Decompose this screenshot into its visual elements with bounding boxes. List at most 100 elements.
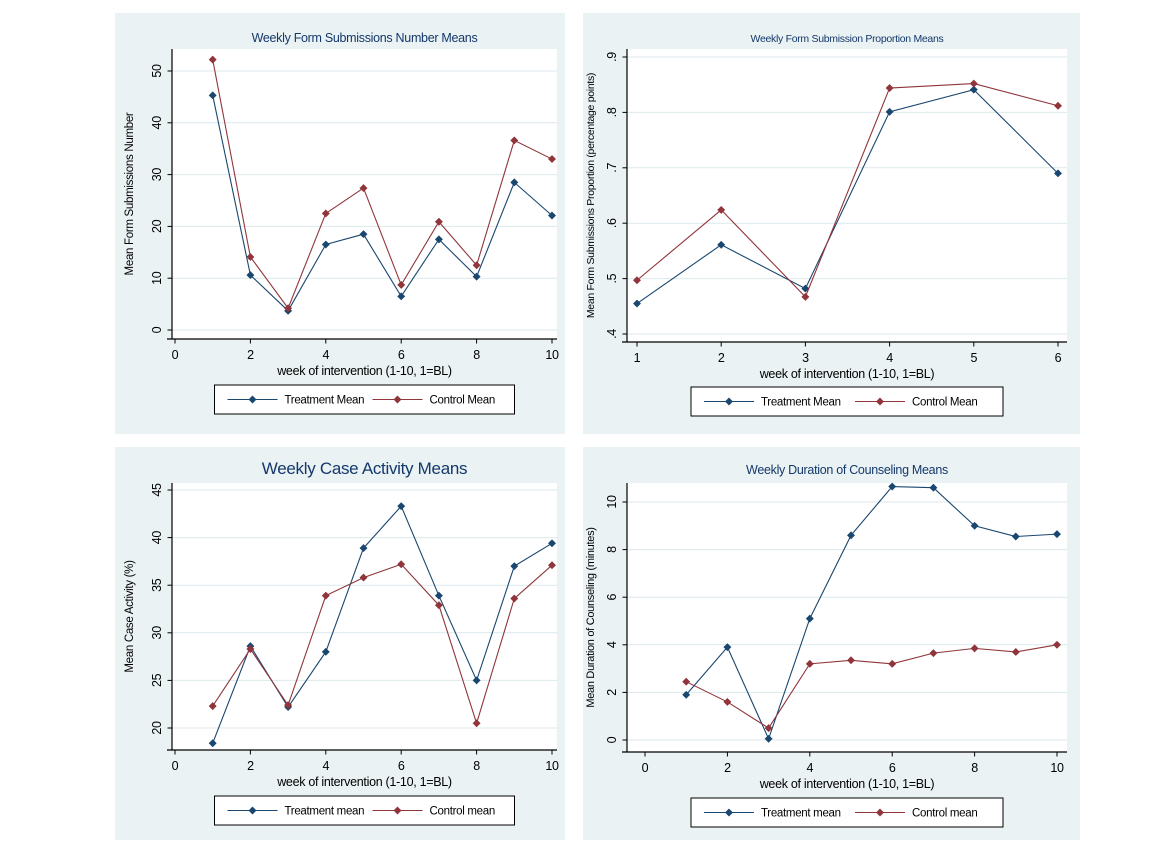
y-tick-label: 25: [150, 673, 164, 687]
y-tick-label: .9: [605, 52, 619, 62]
x-axis-label: week of intervention (1-10, 1=BL): [276, 364, 452, 378]
panel-weekly-duration-of-counseling-means: 0 2 4 6 8 10 0 2 4 6 8 10 Weekly Duration of Counsel…: [583, 447, 1080, 840]
chart-weekly-form-submissions-number-means: 0 10 20 30 40 50 0 2 4 6 8 10 Weekly Form Submission…: [115, 13, 565, 434]
y-tick-label: 35: [150, 578, 164, 592]
marker-treatment-mean: [397, 292, 406, 301]
marker-treatment-mean: [434, 591, 443, 600]
marker-control-mean: [1011, 647, 1020, 656]
legend-marker-treatment-mean: [725, 397, 733, 406]
plot-area: [627, 483, 1067, 752]
chart-title: Weekly Form Submissions Number Means: [252, 31, 478, 45]
y-tick-label: .5: [605, 273, 619, 283]
x-tick-label: 4: [806, 761, 813, 775]
x-tick-label: 2: [724, 761, 731, 775]
marker-control-mean: [764, 724, 773, 733]
marker-treatment-mean: [359, 230, 368, 239]
legend-marker-control-mean: [393, 806, 402, 815]
x-tick-label: 4: [886, 351, 893, 365]
x-tick-label: 3: [802, 351, 809, 365]
legend-label-control-mean: Control mean: [912, 808, 977, 820]
plot-area: [627, 49, 1067, 342]
y-tick-label: 30: [150, 626, 164, 640]
marker-control-mean: [284, 304, 293, 313]
y-tick-label: .6: [605, 218, 619, 228]
y-tick-label: 4: [605, 641, 619, 648]
marker-control-mean: [805, 659, 814, 668]
marker-control-mean: [472, 719, 481, 728]
y-tick-label: 50: [150, 64, 164, 78]
marker-control-mean: [208, 702, 217, 711]
marker-control-mean: [801, 292, 810, 301]
y-axis-label: Mean Form Submissions Proportion (percen…: [585, 73, 597, 318]
x-axis-label: week of intervention (1-10, 1=BL): [276, 775, 452, 789]
x-axis-label: week of intervention (1-10, 1=BL): [759, 367, 935, 381]
legend-label-treatment-mean: Treatment Mean: [761, 397, 841, 409]
x-tick-label: 6: [1055, 351, 1062, 365]
marker-treatment-mean: [472, 676, 481, 685]
x-tick-label: 6: [398, 759, 405, 773]
marker-control-mean: [723, 697, 732, 706]
y-tick-label: 8: [605, 546, 619, 553]
x-tick-label: 8: [473, 348, 480, 362]
marker-control-mean: [359, 573, 368, 582]
marker-control-mean: [397, 280, 406, 289]
marker-treatment-mean: [472, 272, 481, 281]
y-tick-label: .8: [605, 107, 619, 117]
x-tick-label: 8: [971, 761, 978, 775]
marker-control-mean: [321, 591, 330, 600]
marker-treatment-mean: [321, 240, 330, 249]
series-line-treatment-mean: [212, 95, 553, 312]
marker-control-mean: [548, 155, 556, 164]
y-axis-label: Mean Form Submissions Number: [124, 112, 136, 275]
marker-treatment-mean: [929, 483, 938, 492]
marker-control-mean: [246, 252, 255, 261]
chart-title: Weekly Duration of Counseling Means: [746, 463, 948, 477]
marker-treatment-mean: [1054, 169, 1062, 178]
legend-marker-control-mean: [393, 395, 402, 404]
y-tick-label: .4: [605, 329, 619, 339]
legend-marker-treatment-mean: [725, 808, 733, 817]
marker-treatment-mean: [682, 690, 691, 699]
panel-weekly-case-activity-means: 20 25 30 35 40 45 0 2 4 6 8 10 Weekly Case Activity …: [115, 447, 565, 840]
marker-control-mean: [1054, 101, 1062, 110]
marker-treatment-mean: [510, 562, 519, 571]
marker-control-mean: [510, 136, 519, 145]
x-tick-label: 4: [322, 348, 329, 362]
marker-treatment-mean: [246, 271, 255, 280]
y-tick-label: .7: [605, 163, 619, 173]
marker-treatment-mean: [1053, 530, 1061, 539]
y-tick-label: 0: [605, 736, 619, 743]
marker-treatment-mean: [885, 107, 894, 116]
legend-label-control-mean: Control Mean: [912, 397, 977, 409]
marker-control-mean: [321, 209, 330, 218]
marker-control-mean: [359, 184, 368, 193]
x-tick-label: 8: [473, 759, 480, 773]
x-tick-label: 1: [634, 351, 641, 365]
y-tick-label: 20: [150, 219, 164, 233]
marker-control-mean: [208, 55, 217, 64]
marker-treatment-mean: [434, 235, 443, 244]
legend-label-control-mean: Control mean: [430, 806, 495, 818]
chart-weekly-duration-of-counseling-means: 0 2 4 6 8 10 0 2 4 6 8 10 Weekly Duration of Counsel…: [583, 447, 1080, 840]
marker-treatment-mean: [801, 284, 810, 293]
marker-treatment-mean: [847, 531, 855, 540]
chart-title: Weekly Form Submission Proportion Means: [751, 33, 944, 45]
marker-treatment-mean: [208, 739, 217, 748]
series-line-control-mean: [685, 644, 1058, 729]
chart-weekly-form-submission-proportion-means: .4 .5 .6 .7 .8 .9 1 2 3 4 5 6 Weekly Form Submission…: [583, 13, 1080, 434]
series-line-treatment-mean: [685, 485, 1058, 741]
x-tick-label: 4: [322, 759, 329, 773]
legend-label-treatment-mean: Treatment Mean: [285, 395, 365, 407]
marker-control-mean: [847, 656, 855, 665]
marker-treatment-mean: [548, 539, 556, 548]
marker-treatment-mean: [764, 734, 773, 743]
marker-control-mean: [969, 79, 978, 88]
y-tick-label: 0: [150, 326, 164, 333]
marker-treatment-mean: [359, 544, 368, 553]
y-tick-label: 40: [150, 116, 164, 130]
marker-treatment-mean: [717, 240, 726, 249]
x-axis-label: week of intervention (1-10, 1=BL): [759, 777, 935, 791]
marker-treatment-mean: [208, 91, 217, 100]
chart-weekly-case-activity-means: 20 25 30 35 40 45 0 2 4 6 8 10 Weekly Case Activity …: [115, 447, 565, 840]
